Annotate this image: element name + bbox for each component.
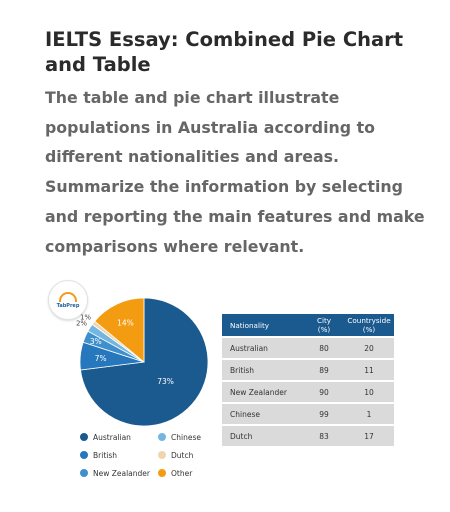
cell-countryside: 11 [344,360,394,380]
cell-city: 89 [304,360,344,380]
pie-label-australian: 73% [157,377,174,386]
cell-nationality: Australian [222,338,304,358]
legend-swatch-dutch [158,451,166,459]
column-header-nationality: Nationality [222,314,304,336]
pie-label-british: 7% [95,354,107,363]
pie-label-new-zealander: 3% [90,337,102,346]
cell-countryside: 20 [344,338,394,358]
legend-swatch-other [158,469,166,477]
cell-countryside: 10 [344,382,394,402]
table-row: British 89 11 [222,360,394,380]
table-row: New Zealander 90 10 [222,382,394,402]
table-header-row: Nationality City (%) Countryside (%) [222,314,394,336]
cell-city: 90 [304,382,344,402]
essay-prompt: The table and pie chart illustrate popul… [45,88,425,256]
column-header-city: City (%) [304,314,344,336]
cell-countryside: 17 [344,426,394,446]
logo-arc-icon [59,291,77,302]
tabprep-logo: TabPrep [48,280,88,320]
table-row: Chinese 99 1 [222,404,394,424]
cell-countryside: 1 [344,404,394,424]
table-row: Australian 80 20 [222,338,394,358]
cell-nationality: New Zealander [222,382,304,402]
legend-swatch-chinese [158,433,166,441]
pie-label-dutch: 1% [80,314,91,322]
legend-label-british: British [93,451,117,460]
cell-city: 83 [304,426,344,446]
table-row: Dutch 83 17 [222,426,394,446]
legend-swatch-australian [80,433,88,441]
nationality-table: Nationality City (%) Countryside (%) Austr… [222,312,394,448]
logo-wordmark: TabPrep [56,302,80,309]
legend-label-new-zealander: New Zealander [93,469,151,478]
legend-label-chinese: Chinese [171,433,201,442]
legend-swatch-new-zealander [80,469,88,477]
legend-label-australian: Australian [93,433,131,442]
pie-slice-other [94,297,145,363]
pie-label-other: 14% [117,319,134,328]
legend-swatch-british [80,451,88,459]
cell-nationality: British [222,360,304,380]
cell-city: 99 [304,404,344,424]
column-header-countryside: Countryside (%) [344,314,394,336]
cell-nationality: Dutch [222,426,304,446]
page-title: IELTS Essay: Combined Pie Chart and Tabl… [45,28,404,76]
pie-label-chinese: 2% [76,319,87,327]
legend-label-dutch: Dutch [171,451,194,460]
legend-label-other: Other [171,469,193,478]
cell-city: 80 [304,338,344,358]
cell-nationality: Chinese [222,404,304,424]
